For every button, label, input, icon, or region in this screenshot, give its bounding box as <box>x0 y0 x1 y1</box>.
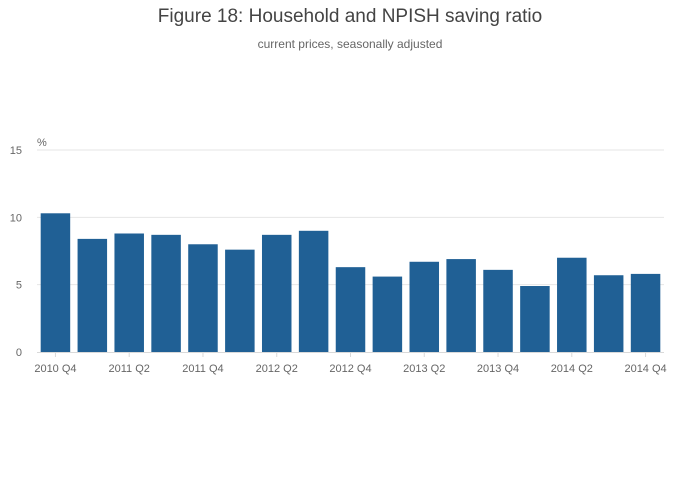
bar-2012-q3 <box>298 230 329 352</box>
bar-2011-q4 <box>188 244 218 352</box>
bar-2011-q3 <box>151 234 181 352</box>
y-tick-label: 0 <box>16 347 22 359</box>
bar-2014-q2 <box>557 257 587 352</box>
y-axis-unit-label: % <box>37 137 47 149</box>
bar-2013-q4 <box>483 269 513 352</box>
bar-2012-q2 <box>261 234 292 352</box>
x-tick-label: 2012 Q4 <box>329 363 371 375</box>
bar-2013-q3 <box>446 259 476 352</box>
x-tick-label: 2011 Q2 <box>109 363 150 375</box>
bar-2012-q4 <box>335 267 366 352</box>
bar-2011-q2 <box>114 233 144 352</box>
x-tick-label: 2013 Q2 <box>403 363 445 375</box>
x-tick-label: 2013 Q4 <box>477 363 519 375</box>
chart-subtitle: current prices, seasonally adjusted <box>257 37 443 51</box>
bar-2014-q1 <box>520 286 550 352</box>
x-tick-label: 2014 Q2 <box>551 363 593 375</box>
bars <box>40 213 661 352</box>
bar-2011-q1 <box>77 238 108 352</box>
axes: 0 5 10 15 2010 Q4 2011 Q2 2011 Q4 2012 Q2 2012 Q… <box>10 145 667 375</box>
bar-2013-q1 <box>372 276 403 352</box>
y-tick-label: 10 <box>10 212 22 224</box>
chart-title: Figure 18: Household and NPISH saving ra… <box>157 6 543 27</box>
bar-2010-q4 <box>40 213 71 352</box>
y-tick-label: 15 <box>10 145 22 157</box>
bar-2014-q4 <box>630 273 661 352</box>
x-tick-label: 2010 Q4 <box>34 363 76 375</box>
x-tick-label: 2014 Q4 <box>624 363 666 375</box>
x-tick-label: 2011 Q4 <box>182 363 223 375</box>
x-tick-label: 2012 Q2 <box>256 363 298 375</box>
bar-2014-q3 <box>593 275 624 352</box>
bar-2013-q2 <box>409 261 440 352</box>
y-tick-label: 5 <box>16 280 22 292</box>
bar-2012-q1 <box>225 249 255 352</box>
